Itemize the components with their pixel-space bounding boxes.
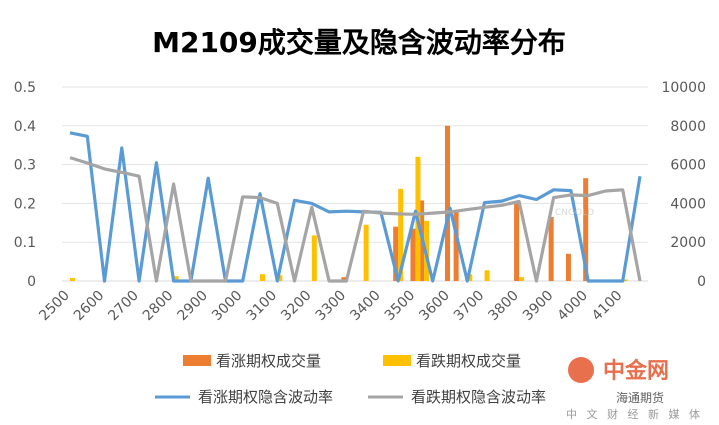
- bar-put-volume: [311, 235, 317, 281]
- x-tick-label: 2800: [140, 288, 177, 325]
- bar-put-volume: [622, 279, 628, 281]
- legend-swatch-call-volume: [183, 355, 211, 366]
- line-put-iv: [69, 156, 642, 283]
- bar-call-volume: [341, 277, 347, 281]
- bar-put-volume: [260, 274, 265, 281]
- bar-put-volume: [519, 277, 525, 281]
- x-tick-label: 4000: [554, 288, 591, 325]
- right-tick-label: 10000: [661, 80, 706, 96]
- watermark-subtitle: 中 文 财 经 新 媒 体: [566, 407, 703, 421]
- x-axis-ticks: 2500260027002800290030003100320033003400…: [36, 288, 625, 325]
- chart-title: M2109成交量及隐含波动率分布: [152, 26, 566, 59]
- bar-put-volume: [363, 224, 369, 281]
- x-tick-label: 3200: [278, 288, 315, 325]
- x-tick-label: 3300: [313, 288, 350, 325]
- x-tick-label: 2700: [105, 288, 142, 325]
- left-tick-label: 0.4: [14, 119, 36, 135]
- x-tick-label: 3100: [244, 288, 281, 325]
- legend-item-put-iv: 看跌期权隐含波动率: [368, 388, 546, 406]
- bar-call-volume: [565, 253, 571, 281]
- right-tick-label: 8000: [670, 119, 706, 135]
- left-tick-label: 0.5: [14, 80, 36, 96]
- legend-item-put-volume: 看跌期权成交量: [383, 352, 521, 370]
- bar-call-volume: [410, 228, 416, 281]
- x-tick-label: 2600: [71, 288, 108, 325]
- x-tick-label: 3400: [347, 288, 384, 325]
- right-axis-ticks: 0 2000 4000 6000 8000 10000: [661, 80, 706, 290]
- bar-put-volume: [398, 188, 404, 281]
- legend-swatch-put-volume: [383, 355, 411, 366]
- bar-put-volume: [467, 274, 473, 281]
- legend-label-put-iv: 看跌期权隐含波动率: [411, 388, 546, 406]
- x-tick-label: 3700: [451, 288, 488, 325]
- bar-call-volume: [453, 211, 459, 281]
- left-tick-label: 0.2: [14, 196, 36, 212]
- x-tick-label: 2500: [36, 288, 73, 325]
- legend-label-put-volume: 看跌期权成交量: [416, 352, 521, 370]
- bar-put-volume: [70, 278, 75, 281]
- bar-put-volume: [173, 276, 179, 281]
- x-tick-label: 3900: [520, 288, 557, 325]
- bar-put-volume: [277, 275, 283, 281]
- watermark-logo-icon: [568, 357, 594, 383]
- x-tick-label: 2900: [174, 288, 211, 325]
- left-tick-label: 0: [27, 274, 36, 290]
- right-tick-label: 6000: [670, 158, 706, 174]
- right-tick-label: 0: [697, 274, 706, 290]
- bar-call-volume: [445, 125, 450, 281]
- bar-call-volume: [548, 216, 554, 281]
- right-tick-label: 4000: [670, 196, 706, 212]
- line-call-iv: [69, 131, 642, 283]
- legend-item-call-volume: 看涨期权成交量: [183, 352, 321, 370]
- watermark-brand: 海通期货: [616, 390, 664, 405]
- x-tick-label: 3500: [382, 288, 419, 325]
- left-tick-label: 0.3: [14, 158, 36, 174]
- legend-label-call-iv: 看涨期权隐含波动率: [198, 388, 333, 406]
- x-tick-label: 4100: [589, 288, 626, 325]
- bar-call-volume: [583, 178, 589, 281]
- bar-call-volume: [514, 201, 520, 281]
- legend-item-call-iv: 看涨期权隐含波动率: [155, 388, 333, 406]
- gridlines: [62, 86, 648, 243]
- watermark: 中金网 海通期货 中 文 财 经 新 媒 体 CNGOLD: [555, 208, 703, 421]
- watermark-faint-text: CNGOLD: [555, 208, 594, 218]
- watermark-logo-text: 中金网: [603, 358, 669, 384]
- x-tick-label: 3600: [416, 288, 453, 325]
- bar-put-volume: [484, 270, 490, 281]
- left-axis-ticks: 0 0.1 0.2 0.3 0.4 0.5: [14, 80, 36, 290]
- left-tick-label: 0.1: [14, 235, 36, 251]
- right-tick-label: 2000: [670, 235, 706, 251]
- bar-call-volume: [393, 226, 399, 281]
- legend-label-call-volume: 看涨期权成交量: [216, 352, 321, 370]
- line-series: [69, 131, 642, 283]
- x-tick-label: 3000: [209, 288, 246, 325]
- legend: 看涨期权成交量 看跌期权成交量 看涨期权隐含波动率 看跌期权隐含波动率: [155, 352, 546, 406]
- x-tick-label: 3800: [485, 288, 522, 325]
